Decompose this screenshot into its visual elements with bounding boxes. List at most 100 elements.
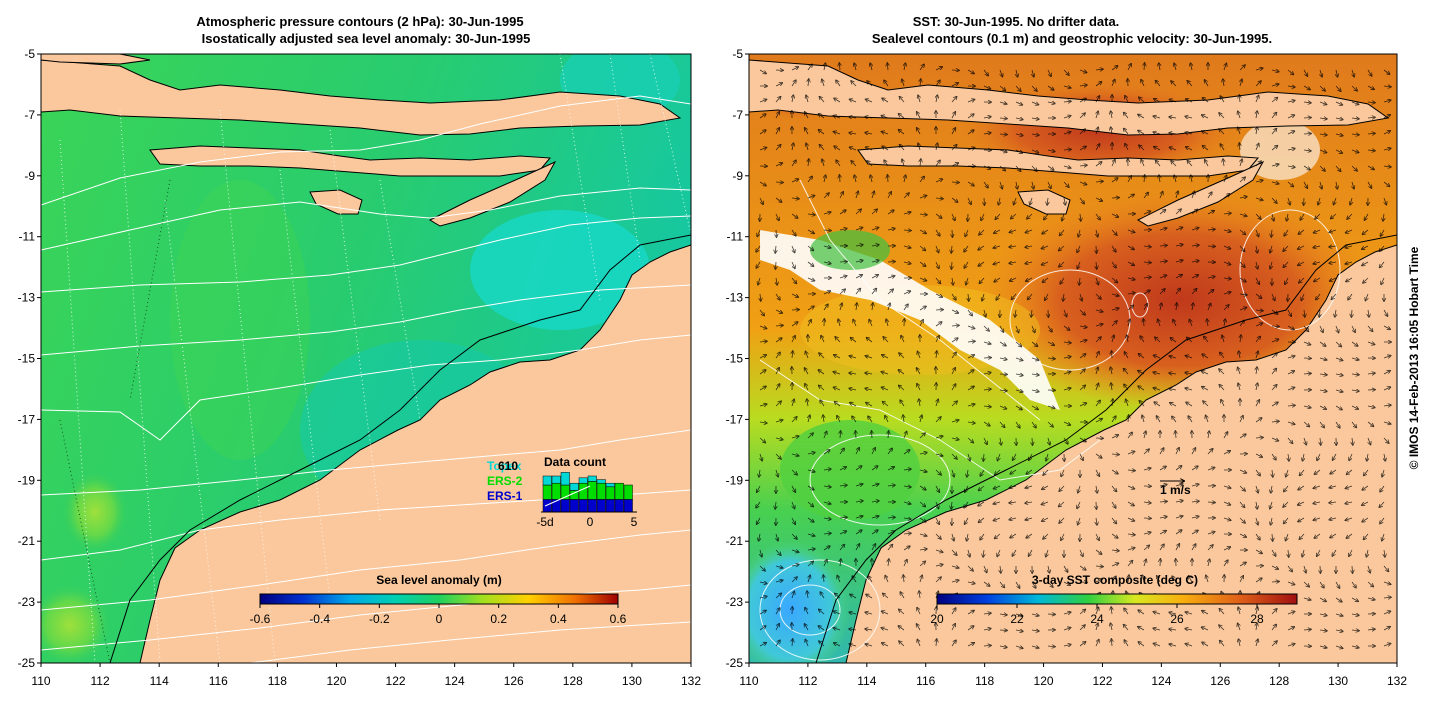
y-tick-label: -21 bbox=[726, 534, 744, 548]
y-tick-label: -9 bbox=[24, 169, 35, 183]
land-sumba bbox=[1017, 189, 1071, 215]
legend-ers1: ERS-1 bbox=[487, 489, 523, 503]
right-title-line1: SST: 30-Jun-1995. No drifter data. bbox=[913, 14, 1120, 29]
y-tick-label: -17 bbox=[18, 412, 36, 426]
x-tick-label: 120 bbox=[1034, 674, 1054, 688]
y-tick-label: -23 bbox=[726, 595, 744, 609]
left-title-line2: Isostatically adjusted sea level anomaly… bbox=[202, 31, 531, 46]
right-map bbox=[749, 54, 1397, 663]
inset-bar-ers2 bbox=[623, 484, 633, 500]
x-tick-label: 128 bbox=[563, 674, 583, 688]
y-tick-label: -13 bbox=[18, 291, 36, 305]
y-tick-label: -25 bbox=[726, 656, 744, 670]
colorbar-tick-label: -0.4 bbox=[309, 612, 330, 626]
x-tick-label: 126 bbox=[1210, 674, 1230, 688]
legend-topex: Topex bbox=[487, 459, 522, 473]
y-tick-label: -5 bbox=[24, 47, 35, 61]
inset-bar-ers1 bbox=[614, 499, 624, 513]
cloud-mask bbox=[760, 230, 1060, 410]
colorbar-tick-label: 20 bbox=[930, 612, 944, 626]
geostrophic-velocity-arrows bbox=[756, 63, 1391, 648]
data-count-value: 610 bbox=[498, 459, 518, 473]
x-tick-label: 116 bbox=[916, 674, 935, 688]
colorbar-tick-label: 0.4 bbox=[550, 612, 567, 626]
inset-bar-ers2 bbox=[614, 482, 624, 500]
y-tick-label: -25 bbox=[18, 656, 36, 670]
inset-bar-ers2 bbox=[605, 486, 615, 500]
x-tick-label: 114 bbox=[150, 674, 169, 688]
colorbar-tick-label: 22 bbox=[1010, 612, 1024, 626]
right-title-line2: Sealevel contours (0.1 m) and geostrophi… bbox=[872, 31, 1272, 46]
y-tick-label: -17 bbox=[726, 412, 744, 426]
colorbar-tick-label: 26 bbox=[1170, 612, 1184, 626]
y-tick-label: -13 bbox=[726, 291, 744, 305]
y-tick-label: -15 bbox=[726, 352, 744, 366]
left-title-line1: Atmospheric pressure contours (2 hPa): 3… bbox=[196, 14, 523, 29]
sst-colorbar: 3-day SST composite (deg C) 20 22 24 26 28 bbox=[930, 573, 1298, 626]
inset-bar-topex bbox=[560, 472, 570, 486]
sla-high-blob bbox=[63, 472, 127, 552]
inset-bar-topex bbox=[596, 479, 606, 484]
colorbar-tick-label: -0.6 bbox=[250, 612, 271, 626]
land-timor bbox=[428, 160, 557, 227]
colorbar-tick-label: 0.2 bbox=[490, 612, 507, 626]
right-axes: 110 112 114 116 118 120 122 124 126 128 130 132 -5 -7… bbox=[726, 47, 1408, 688]
x-tick-label: 130 bbox=[622, 674, 642, 688]
x-tick-label: 132 bbox=[681, 674, 701, 688]
x-tick-label: 120 bbox=[326, 674, 346, 688]
inset-bar-topex bbox=[605, 482, 615, 488]
y-tick-label: -5 bbox=[732, 47, 743, 61]
inset-bar-ers1 bbox=[596, 499, 606, 513]
inset-bar-ers2 bbox=[578, 482, 588, 500]
x-tick-label: 128 bbox=[1269, 674, 1289, 688]
colorbar-tick-label: 28 bbox=[1250, 612, 1264, 626]
inset-xtick: -5d bbox=[536, 515, 553, 529]
colorbar-tick-label: 0 bbox=[436, 612, 443, 626]
inset-bars bbox=[542, 472, 633, 513]
inset-bar-ers1 bbox=[542, 499, 552, 513]
inset-bar-topex bbox=[578, 477, 588, 484]
inset-xtick: 0 bbox=[587, 515, 594, 529]
y-tick-label: -7 bbox=[24, 108, 35, 122]
land-australia bbox=[845, 244, 1397, 663]
y-tick-label: -21 bbox=[18, 534, 36, 548]
satellite-tracks bbox=[59, 54, 691, 663]
x-tick-label: 132 bbox=[1387, 674, 1407, 688]
inset-xtick: 5 bbox=[631, 515, 638, 529]
colorbar-tick-label: 24 bbox=[1090, 612, 1104, 626]
inset-bar-ers1 bbox=[605, 499, 615, 513]
x-tick-label: 118 bbox=[268, 674, 287, 688]
y-tick-label: -7 bbox=[732, 108, 743, 122]
inset-bar-ers2 bbox=[596, 482, 606, 500]
y-tick-label: -11 bbox=[19, 230, 36, 244]
left-map bbox=[41, 54, 691, 663]
x-tick-label: 126 bbox=[504, 674, 524, 688]
x-tick-label: 118 bbox=[975, 674, 994, 688]
x-tick-label: 124 bbox=[445, 674, 465, 688]
x-tick-label: 124 bbox=[1151, 674, 1171, 688]
x-tick-label: 122 bbox=[1092, 674, 1112, 688]
x-tick-label: 110 bbox=[31, 674, 50, 688]
inset-bar-ers2 bbox=[551, 482, 561, 500]
velocity-scale: 1 m/s bbox=[1160, 481, 1191, 497]
land-nusa-tenggara bbox=[857, 145, 1260, 177]
inset-bar-ers1 bbox=[623, 499, 633, 513]
y-tick-label: -23 bbox=[18, 595, 36, 609]
x-tick-label: 130 bbox=[1328, 674, 1348, 688]
x-tick-label: 112 bbox=[91, 674, 110, 688]
sst-colorbar-title: 3-day SST composite (deg C) bbox=[1032, 573, 1198, 587]
y-tick-label: -19 bbox=[726, 473, 744, 487]
inset-bar-topex bbox=[587, 475, 597, 482]
land-australia bbox=[139, 244, 691, 663]
sla-high-blob bbox=[41, 585, 110, 663]
inset-bar-ers1 bbox=[560, 499, 570, 513]
x-tick-label: 122 bbox=[386, 674, 406, 688]
left-axes: 110 112 114 116 118 120 122 124 126 128 130 132 -5 -7… bbox=[18, 47, 702, 688]
colorbar-tick-label: -0.2 bbox=[369, 612, 390, 626]
credit-text: © IMOS 14-Feb-2013 16:05 Hobart Time bbox=[1407, 246, 1421, 469]
inset-bar-ers1 bbox=[569, 499, 579, 513]
colorbar-tick-label: 0.6 bbox=[610, 612, 627, 626]
inset-bar-ers2 bbox=[587, 481, 597, 500]
x-tick-label: 116 bbox=[209, 674, 228, 688]
sla-colorbar-title: Sea level anomaly (m) bbox=[376, 573, 501, 587]
